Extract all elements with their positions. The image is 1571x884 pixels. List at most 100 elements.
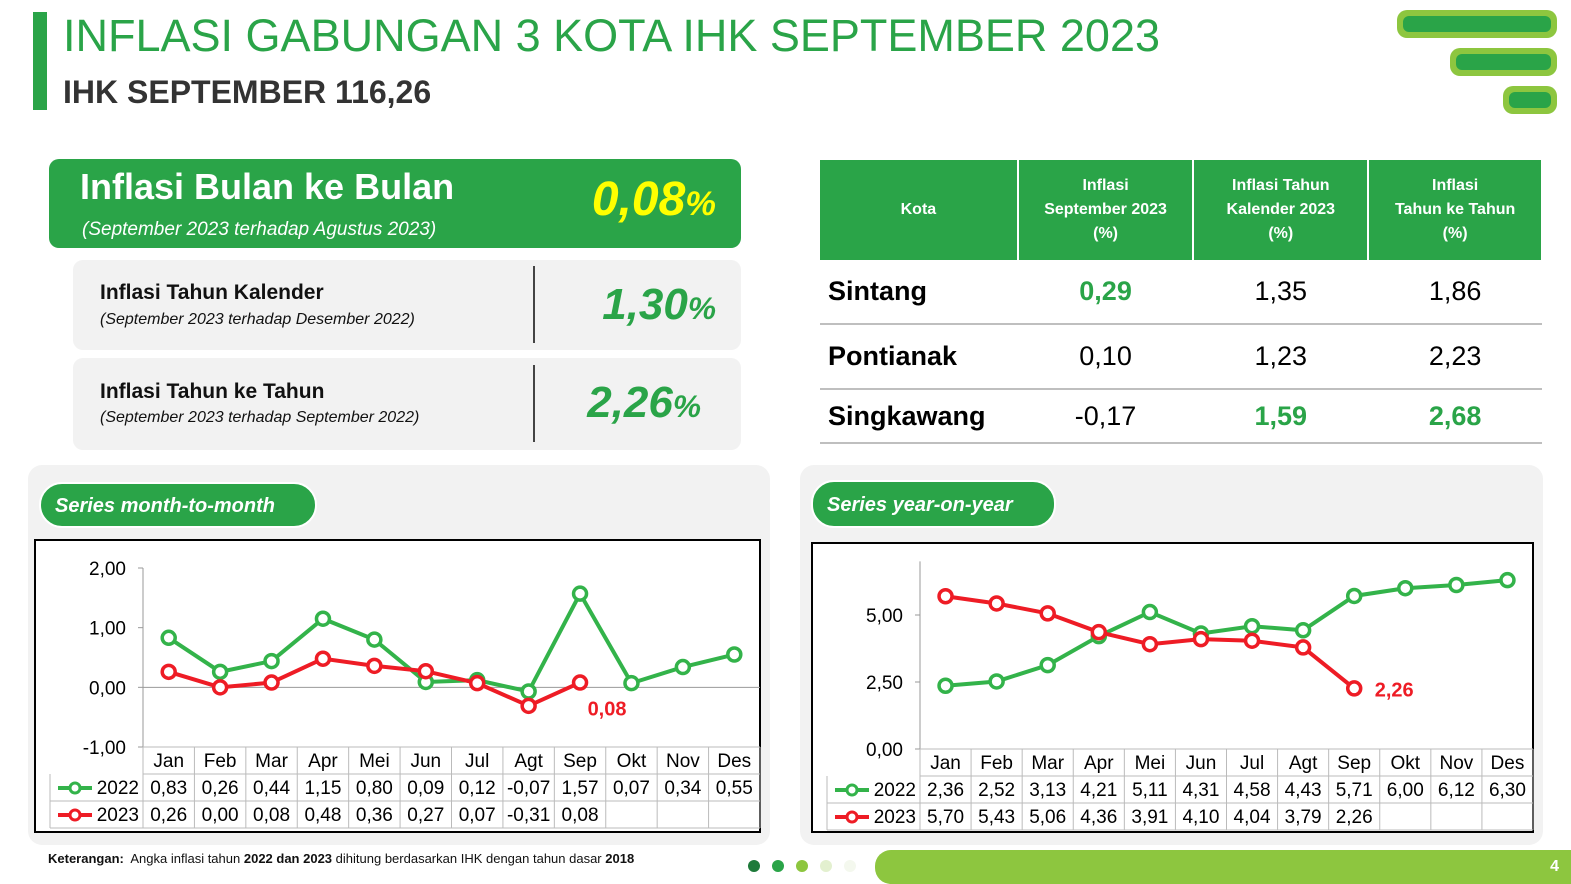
x-tick-label: Mar <box>1031 753 1064 774</box>
table-value: 0,27 <box>407 805 444 826</box>
table-value: -0,17 <box>1017 389 1194 444</box>
table-value: 2,68 <box>1368 389 1542 444</box>
point <box>366 631 383 648</box>
header-line: Inflasi Tahun <box>1232 177 1330 194</box>
table-value: 0,07 <box>613 778 650 799</box>
x-tick-label: Des <box>717 751 751 772</box>
point <box>674 658 692 676</box>
point <box>571 674 589 691</box>
table-value: 6,12 <box>1438 780 1475 801</box>
card-value: 0,08% <box>592 172 716 227</box>
x-tick-label: Agt <box>514 751 543 772</box>
header-line: Inflasi <box>1432 177 1479 194</box>
table-value: 3,91 <box>1131 807 1168 828</box>
footnote: Keterangan: Angka inflasi tahun 2022 dan… <box>48 851 634 866</box>
legend-marker <box>68 808 82 822</box>
point <box>988 673 1005 690</box>
chart-panel <box>28 465 770 845</box>
table-value: 4,58 <box>1234 780 1271 801</box>
point <box>1243 618 1261 635</box>
table-value: 0,07 <box>459 805 496 826</box>
legend-marker <box>845 783 859 797</box>
series-line <box>168 656 581 709</box>
table-value: 0,44 <box>253 778 290 799</box>
table-row: Singkawang -0,17 1,59 2,68 <box>820 389 1542 444</box>
value: 1,30 <box>602 280 688 329</box>
header-line: (%) <box>1268 225 1294 242</box>
city-table: Kota Inflasi September 2023 (%) Inflasi Tahu… <box>820 160 1543 444</box>
table-value: 5,43 <box>978 807 1015 828</box>
value: 0,08 <box>591 173 686 226</box>
table-row: Sintang 0,29 1,35 1,86 <box>820 260 1542 325</box>
chart-pill <box>811 480 1056 528</box>
card-title: Inflasi Tahun ke Tahun <box>100 380 325 403</box>
table-value: 0,34 <box>664 778 701 799</box>
point <box>1397 579 1414 597</box>
point <box>1499 571 1516 589</box>
table-value: -0,31 <box>507 805 550 826</box>
point <box>1090 623 1108 641</box>
legend-marker <box>68 781 82 795</box>
logo <box>1397 10 1557 114</box>
point <box>937 587 954 605</box>
table-value: 0,00 <box>202 805 239 826</box>
footer-decoration <box>748 850 1571 884</box>
point <box>1039 605 1056 622</box>
header-cell: Inflasi Tahun Kalender 2023 (%) <box>1193 160 1370 260</box>
x-tick-label: Nov <box>666 751 700 772</box>
point <box>1448 576 1465 594</box>
table-value: 1,23 <box>1193 324 1369 390</box>
table-value: 5,11 <box>1132 780 1168 801</box>
header-cell: Kota <box>820 160 1019 260</box>
y-tick-label: 0,00 <box>89 678 126 699</box>
table-value: 0,80 <box>356 778 393 799</box>
point <box>726 646 743 663</box>
point <box>211 663 229 681</box>
point <box>160 663 177 681</box>
card-subtitle: (September 2023 terhadap Desember 2022) <box>100 311 415 328</box>
table-value: 6,00 <box>1387 780 1424 801</box>
table-value: 2,23 <box>1368 324 1542 390</box>
table-value: 1,59 <box>1193 389 1369 444</box>
legend-label: 2023 <box>874 807 916 828</box>
chart-panel <box>800 465 1543 845</box>
table-value: 1,15 <box>304 778 341 799</box>
x-tick-label: Jul <box>1240 753 1264 774</box>
point <box>1294 622 1312 639</box>
card-value: 1,30% <box>602 280 716 330</box>
table-value: 0,29 <box>1017 260 1194 325</box>
point <box>366 657 383 675</box>
footnote-text: dihitung berdasarkan IHK dengan tahun da… <box>335 851 602 866</box>
point <box>160 629 177 647</box>
header-cell: Inflasi September 2023 (%) <box>1017 160 1195 260</box>
series-line <box>945 594 1356 690</box>
point <box>1090 627 1108 645</box>
table-value: 0,48 <box>304 805 341 826</box>
unit: % <box>687 290 716 326</box>
x-tick-label: Mei <box>1135 753 1166 774</box>
header-line: Kalender 2023 <box>1226 201 1336 218</box>
x-tick-label: Jan <box>153 751 184 772</box>
table-value: 6,30 <box>1489 780 1526 801</box>
chart-frame <box>811 542 1534 833</box>
x-tick-label: Mar <box>255 751 288 772</box>
point <box>988 595 1005 612</box>
card-title: Inflasi Tahun Kalender <box>100 281 324 304</box>
title-accent <box>33 12 47 110</box>
table-value: 0,83 <box>150 778 187 799</box>
table-value: 5,71 <box>1336 780 1373 801</box>
y-tick-label: 5,00 <box>866 606 903 627</box>
x-tick-label: Jan <box>930 753 961 774</box>
point <box>468 674 486 692</box>
city-name: Pontianak <box>820 324 1018 390</box>
card-subtitle: (September 2023 terhadap September 2022) <box>100 409 420 426</box>
table-value: 0,08 <box>253 805 290 826</box>
legend-marker <box>845 810 859 824</box>
table-value: 4,36 <box>1080 807 1117 828</box>
unit: % <box>685 185 716 223</box>
page-number: 4 <box>1550 858 1559 875</box>
table-value: 2,26 <box>1336 807 1373 828</box>
table-row: Pontianak 0,10 1,23 2,23 <box>820 324 1542 390</box>
x-tick-label: Jun <box>1186 753 1217 774</box>
point <box>520 697 537 715</box>
